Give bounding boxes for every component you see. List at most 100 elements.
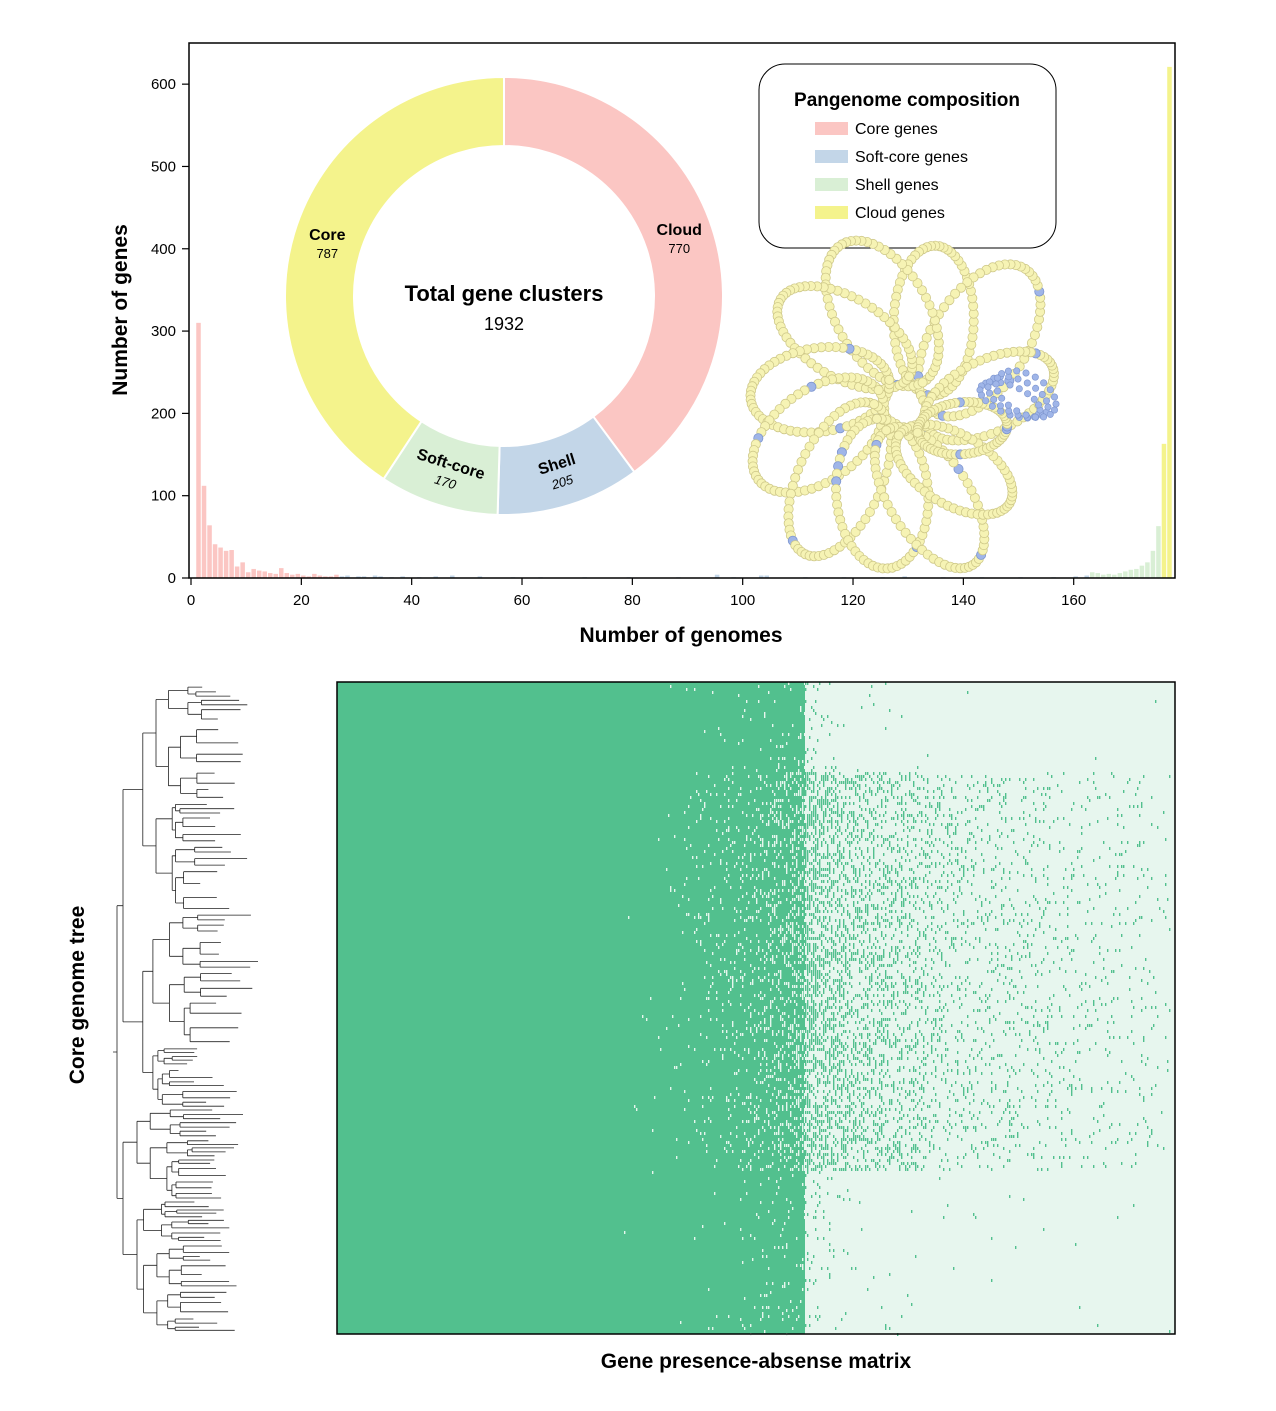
matrix-present-cells xyxy=(805,682,1171,1336)
graph-node xyxy=(813,427,824,438)
graph-node-accent xyxy=(1023,379,1031,387)
graph-node xyxy=(917,285,928,296)
histogram-bar xyxy=(295,573,301,578)
tree-branches xyxy=(113,686,258,1331)
graph-node-accent xyxy=(1031,373,1039,381)
histogram-bars xyxy=(196,66,1172,579)
histogram-bar xyxy=(764,575,770,578)
x-tick-label: 40 xyxy=(403,592,420,609)
graph-node xyxy=(804,441,815,452)
histogram-bar xyxy=(240,562,245,578)
graph-node-accent xyxy=(1046,410,1054,418)
histogram-bar xyxy=(1123,571,1128,578)
graph-node xyxy=(904,371,915,382)
y-tick-label: 400 xyxy=(151,241,176,258)
graph-node xyxy=(884,374,895,385)
graph-node-accent xyxy=(988,402,996,410)
matrix-absent-cells xyxy=(624,682,806,1336)
histogram-bar xyxy=(902,576,907,578)
y-tick-label: 100 xyxy=(151,488,176,505)
histogram-bar xyxy=(1089,572,1095,578)
graph-node-accent xyxy=(998,370,1006,378)
histogram-bar xyxy=(714,574,720,578)
histogram-bar xyxy=(334,574,339,578)
graph-node xyxy=(907,271,918,282)
histogram-bar xyxy=(1112,574,1117,578)
histogram-bar xyxy=(1167,66,1172,579)
donut-slice-label: Core 787 xyxy=(309,227,346,261)
histogram-bar xyxy=(328,576,334,578)
histogram-bar xyxy=(196,322,201,578)
histogram-bar xyxy=(372,575,378,578)
slice-value: 787 xyxy=(316,246,338,261)
graph-node-accent xyxy=(1043,397,1051,405)
graph-node-accent xyxy=(993,374,1001,382)
histogram-bar xyxy=(450,575,455,578)
histogram-bar xyxy=(251,568,256,578)
donut-slice xyxy=(284,75,505,481)
x-tick-label: 60 xyxy=(514,592,531,609)
x-axis-label: Number of genomes xyxy=(579,624,782,647)
graph-node-accent xyxy=(984,383,992,391)
histogram-bar xyxy=(1128,569,1134,578)
histogram-bar xyxy=(1101,574,1106,578)
graph-node-accent xyxy=(1030,395,1038,403)
graph-node-accent xyxy=(992,380,1000,388)
graph-node-accent xyxy=(1015,385,1023,393)
graph-node-accent xyxy=(1038,390,1046,398)
y-tick-label: 500 xyxy=(151,158,176,175)
histogram-bar xyxy=(306,576,312,578)
tree-label: Core genome tree xyxy=(66,906,89,1085)
legend-label: Cloud genes xyxy=(855,205,945,222)
x-tick-label: 20 xyxy=(293,592,310,609)
x-tick-label: 140 xyxy=(951,592,976,609)
x-tick-label: 100 xyxy=(730,592,755,609)
graph-node-accent xyxy=(1013,407,1021,415)
graph-node-accent xyxy=(1052,400,1060,408)
x-tick-label: 120 xyxy=(841,592,866,609)
legend-label: Core genes xyxy=(855,121,938,138)
histogram-bar xyxy=(477,576,483,578)
x-axis-ticks: 0 20 40 60 80 100 120 140 160 xyxy=(187,578,1086,609)
graph-node-accent xyxy=(1004,367,1012,375)
y-tick-label: 600 xyxy=(151,76,176,93)
histogram-bar xyxy=(400,576,405,578)
core-genome-tree xyxy=(113,686,258,1331)
histogram-bar xyxy=(218,547,223,578)
matrix-core-block xyxy=(337,682,805,1334)
graph-node-accent xyxy=(1051,406,1059,414)
y-axis-ticks: 0 100 200 300 400 500 600 xyxy=(151,76,189,587)
donut-slices xyxy=(284,75,724,516)
slice-name: Cloud xyxy=(657,222,702,239)
graph-node xyxy=(958,470,969,481)
pangenome-graph-illustration xyxy=(745,235,1060,574)
histogram-bar xyxy=(1084,575,1089,578)
graph-node xyxy=(962,277,973,288)
graph-node-accent xyxy=(977,391,985,399)
histogram-bar xyxy=(323,576,328,578)
graph-node-accent xyxy=(998,394,1006,402)
graph-node xyxy=(956,282,967,293)
graph-node-accent xyxy=(1004,401,1012,409)
histogram-bar xyxy=(223,550,229,578)
donut-slice-label: Cloud 770 xyxy=(657,222,702,256)
graph-node xyxy=(939,302,950,313)
graph-node xyxy=(869,399,880,410)
matrix-frame xyxy=(336,681,1176,1335)
histogram-bar xyxy=(256,570,262,578)
graph-node xyxy=(944,295,955,306)
histogram-bar xyxy=(317,575,323,578)
y-tick-label: 300 xyxy=(151,323,176,340)
histogram-bar xyxy=(267,573,273,578)
histogram-bar xyxy=(433,576,438,578)
y-tick-label: 200 xyxy=(151,405,176,422)
legend-items: Core genes Soft-core genes Shell genes Clou… xyxy=(815,121,968,222)
histogram-bar xyxy=(273,573,279,578)
legend-box xyxy=(758,63,1057,249)
histogram-bar xyxy=(1106,573,1112,578)
graph-node-accent xyxy=(993,387,1001,395)
histogram-bar xyxy=(207,525,212,578)
histogram-bar xyxy=(245,572,251,578)
legend-title: Pangenome composition xyxy=(794,90,1020,111)
